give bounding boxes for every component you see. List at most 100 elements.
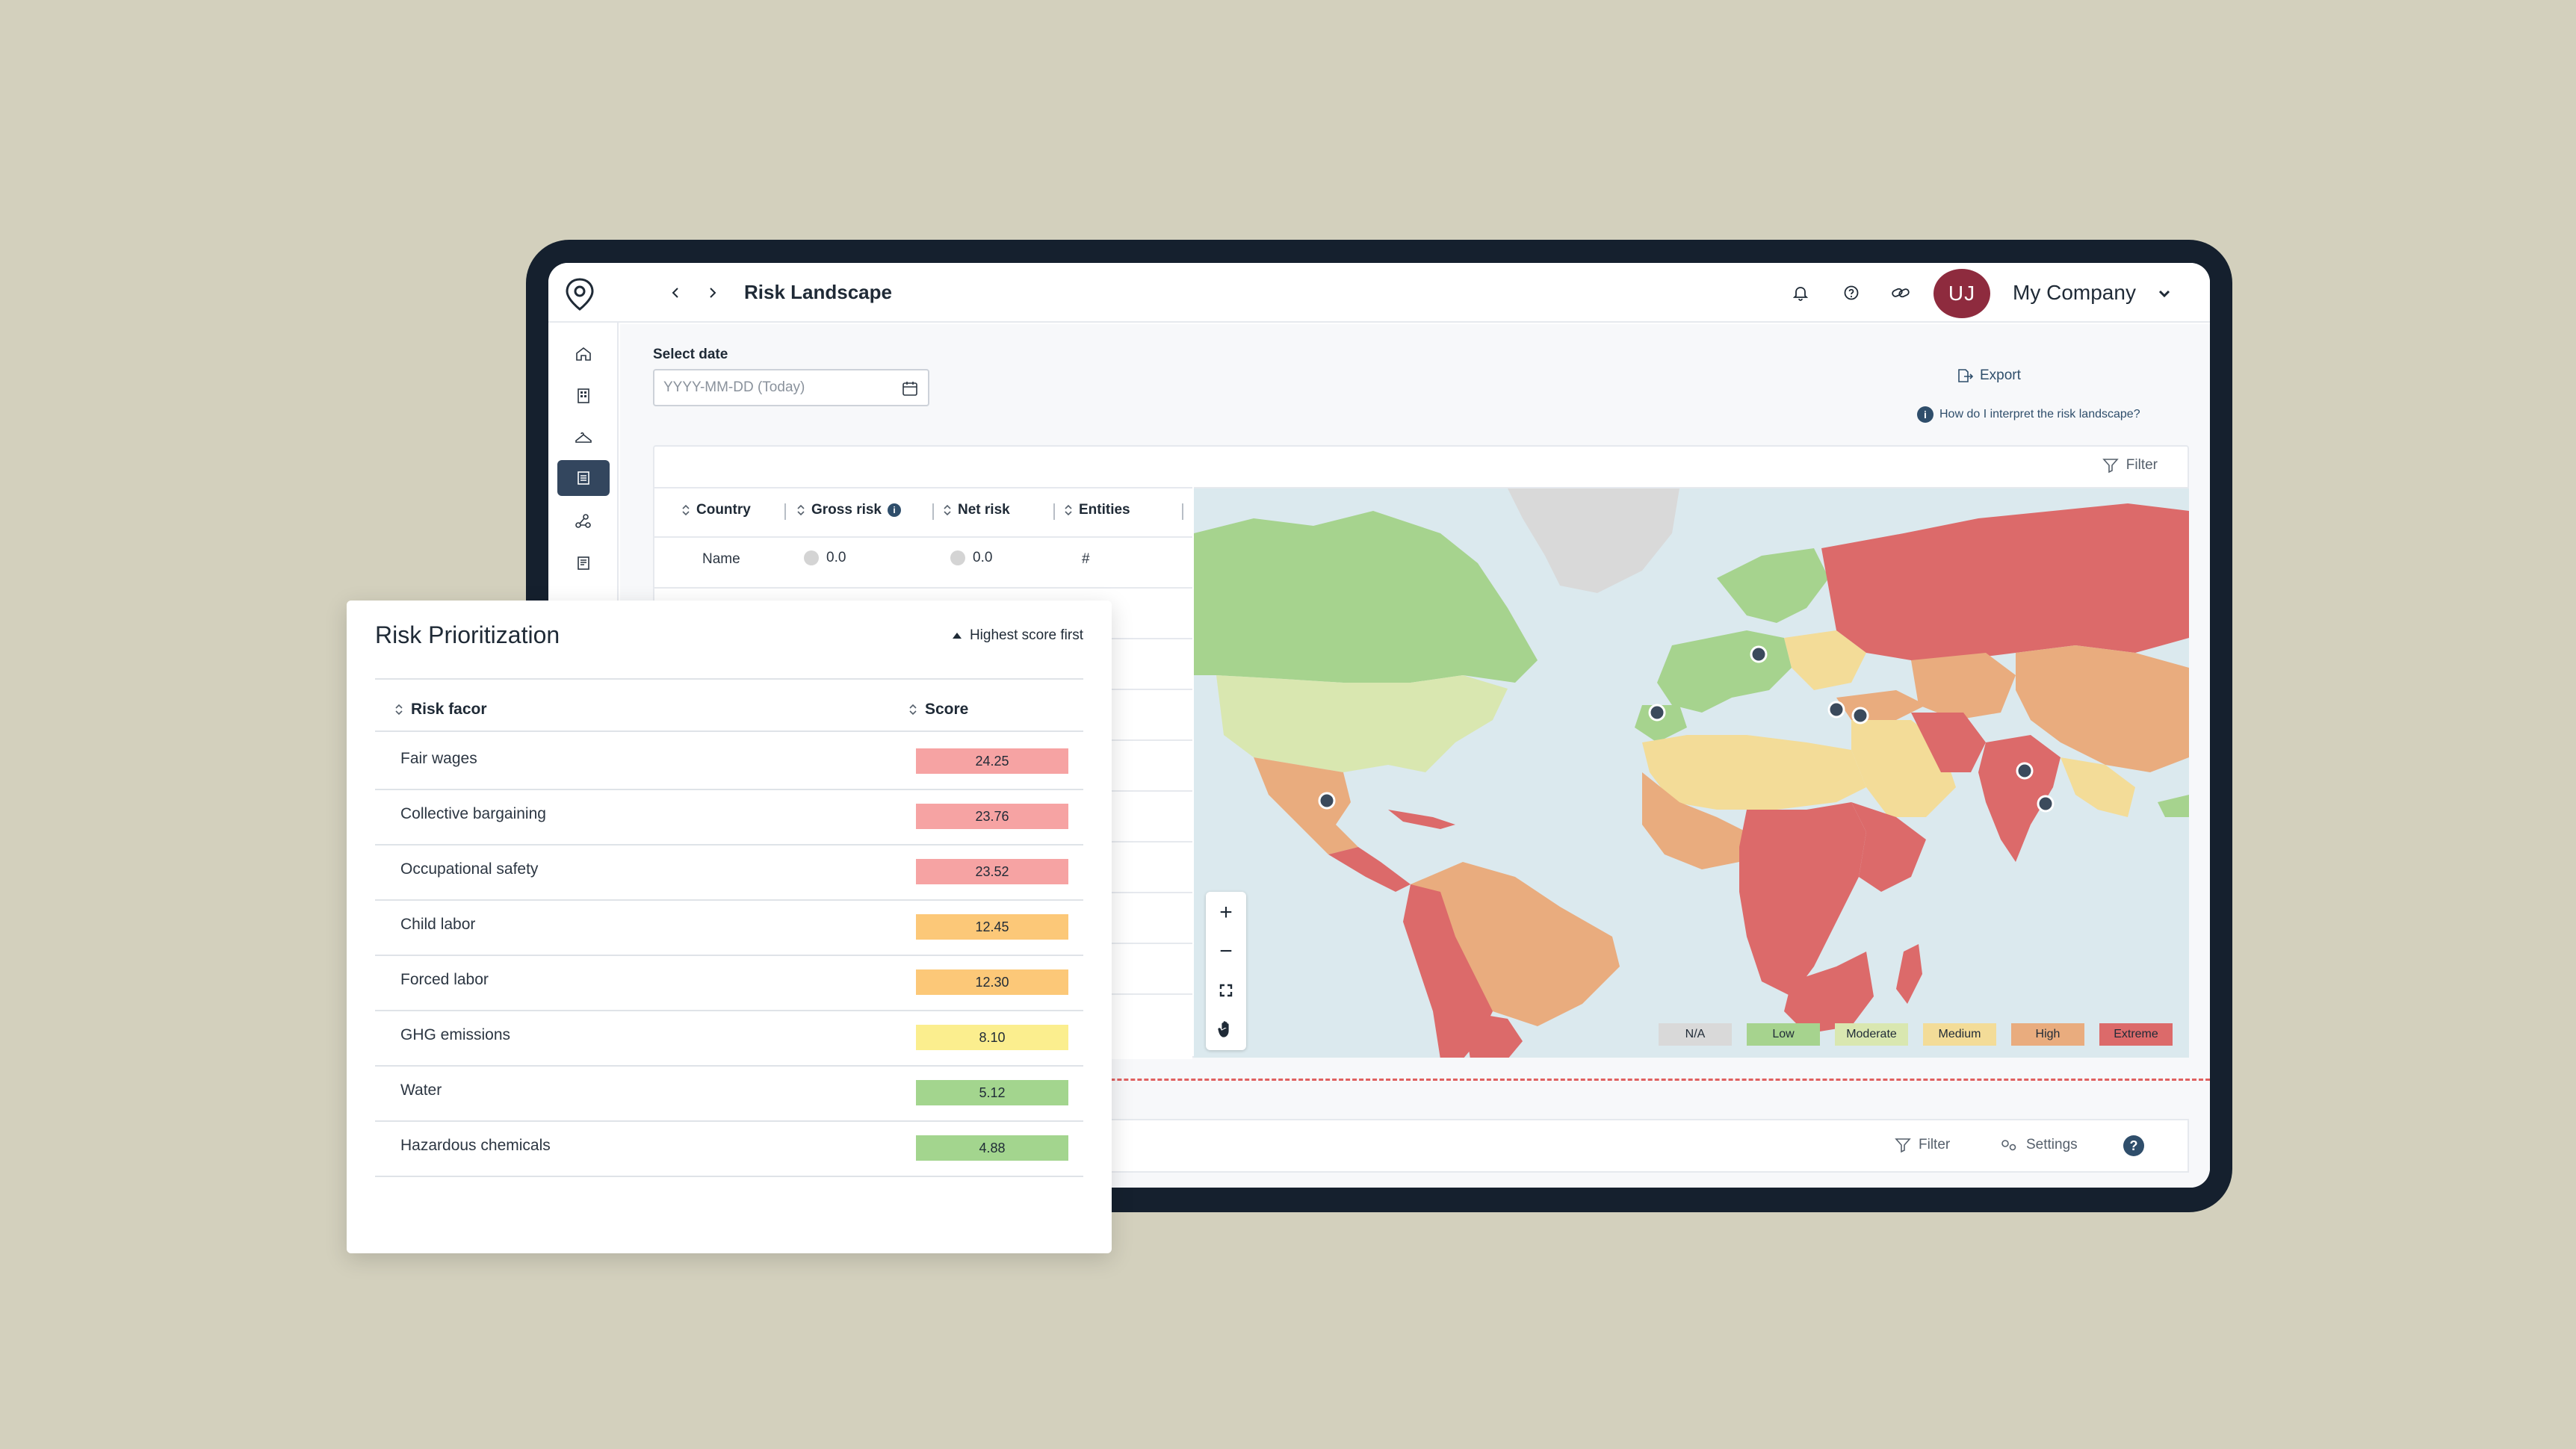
col-header-gross-risk[interactable]: Gross risk i	[796, 502, 901, 518]
row-divider	[375, 1120, 1083, 1122]
map-filter-button[interactable]: Filter	[2102, 457, 2158, 474]
sidebar-item-apparel[interactable]	[557, 420, 610, 456]
region-iran	[1911, 713, 1986, 772]
entity-marker	[1827, 701, 1845, 719]
help-icon[interactable]	[1836, 278, 1866, 308]
chevron-down-icon[interactable]	[2153, 282, 2176, 305]
top-bar: Risk Landscape UJ My Company	[548, 263, 2210, 323]
page-title: Risk Landscape	[744, 281, 892, 303]
date-input[interactable]: YYYY-MM-DD (Today)	[653, 369, 929, 406]
hanger-icon	[575, 432, 592, 443]
report-icon	[578, 556, 589, 570]
col-header-country[interactable]: Country	[681, 502, 751, 518]
score-badge: 12.45	[916, 914, 1068, 940]
calendar-icon[interactable]	[901, 379, 919, 397]
risk-factor-label: Water	[400, 1082, 442, 1099]
col-header-net-risk[interactable]: Net risk	[943, 502, 1010, 518]
world-map[interactable]	[1194, 488, 2189, 1058]
risk-map[interactable]: + − N/A Low Moderate Medium High Extreme	[1194, 487, 2189, 1058]
sidebar-item-reports[interactable]	[557, 545, 610, 581]
company-switcher-label[interactable]: My Company	[2013, 281, 2136, 304]
app-logo-icon[interactable]	[563, 276, 596, 312]
bottom-filter-button[interactable]: Filter	[1895, 1137, 1950, 1153]
select-date-label: Select date	[653, 347, 728, 362]
settings-icon	[2001, 1140, 2016, 1151]
header-label: Entities	[1079, 502, 1130, 518]
bell-icon[interactable]	[1786, 278, 1815, 308]
sort-icon	[909, 704, 917, 716]
settings-button[interactable]: Settings	[1999, 1137, 2078, 1153]
col-header-score[interactable]: Score	[908, 701, 968, 719]
country-name-cell[interactable]: Name	[702, 551, 740, 567]
export-label: Export	[1980, 367, 2021, 383]
score-badge: 23.76	[916, 804, 1068, 829]
region-russia	[1821, 503, 2189, 660]
info-icon[interactable]: i	[888, 503, 901, 517]
region-canada	[1194, 511, 1538, 683]
interpret-help-link[interactable]: i How do I interpret the risk landscape?	[1917, 406, 2140, 423]
back-icon[interactable]	[662, 279, 689, 306]
column-divider[interactable]	[932, 503, 934, 520]
sort-toggle[interactable]: Highest score first	[952, 627, 1083, 644]
region-east-africa	[1851, 802, 1926, 892]
region-scandinavia	[1717, 548, 1829, 623]
region-central-africa	[1739, 802, 1866, 996]
score-badge: 24.25	[916, 748, 1068, 774]
avatar[interactable]: UJ	[1933, 269, 1990, 318]
entities-cell: #	[1082, 551, 1090, 567]
region-southern-africa	[1784, 952, 1874, 1034]
region-mexico	[1254, 757, 1358, 854]
region-eastern-europe	[1784, 630, 1866, 690]
export-icon	[1958, 369, 1974, 382]
sort-icon	[944, 504, 951, 516]
zoom-in-button[interactable]: +	[1219, 900, 1233, 925]
region-usa	[1216, 675, 1508, 772]
sidebar-item-buildings[interactable]	[557, 378, 610, 414]
col-header-risk-factor[interactable]: Risk facor	[394, 701, 487, 719]
row-divider	[375, 955, 1083, 956]
card-divider	[375, 730, 1083, 732]
row-divider	[375, 844, 1083, 845]
gross-risk-cell: 0.0	[804, 550, 846, 566]
home-icon	[576, 347, 591, 361]
column-divider[interactable]	[1053, 503, 1055, 520]
sort-icon	[682, 504, 690, 516]
entity-marker	[2037, 795, 2055, 813]
column-divider[interactable]	[1182, 503, 1183, 520]
score-badge: 12.30	[916, 969, 1068, 995]
bottom-help-icon[interactable]: ?	[2123, 1135, 2144, 1156]
link-icon[interactable]	[1886, 278, 1916, 308]
region-india	[1978, 735, 2061, 862]
region-north-africa	[1642, 735, 1866, 810]
sidebar-item-home[interactable]	[557, 336, 610, 372]
entity-marker	[2016, 762, 2034, 780]
sidebar-item-network[interactable]	[557, 503, 610, 539]
row-divider	[654, 536, 1192, 538]
fit-to-screen-button[interactable]	[1206, 971, 1246, 1010]
score-badge: 4.88	[916, 1135, 1068, 1161]
risk-factor-label: Collective bargaining	[400, 805, 546, 822]
header-label: Net risk	[958, 502, 1010, 518]
filter-icon	[2102, 459, 2119, 474]
region-caribbean	[1388, 810, 1455, 829]
column-divider[interactable]	[784, 503, 786, 520]
forward-icon[interactable]	[699, 279, 726, 306]
region-central-asia	[1911, 653, 2016, 720]
entity-marker	[1851, 707, 1869, 724]
help-link-label: How do I interpret the risk landscape?	[1939, 408, 2140, 421]
score-badge: 23.52	[916, 859, 1068, 884]
region-south-east-asia	[2061, 757, 2135, 817]
gross-risk-value: 0.0	[826, 550, 846, 565]
bottom-filter-label: Filter	[1919, 1137, 1951, 1152]
settings-label: Settings	[2026, 1137, 2078, 1152]
score-badge: 8.10	[916, 1025, 1068, 1050]
region-western-europe	[1657, 630, 1792, 713]
col-header-entities[interactable]: Entities	[1064, 502, 1130, 518]
export-button[interactable]: Export	[1956, 367, 2021, 384]
sort-label: Highest score first	[969, 627, 1083, 643]
building-icon	[578, 388, 589, 403]
sidebar-item-risk-landscape[interactable]	[557, 460, 610, 496]
zoom-out-button[interactable]: −	[1219, 939, 1233, 964]
row-divider	[375, 1065, 1083, 1067]
pan-button[interactable]	[1206, 1010, 1246, 1049]
